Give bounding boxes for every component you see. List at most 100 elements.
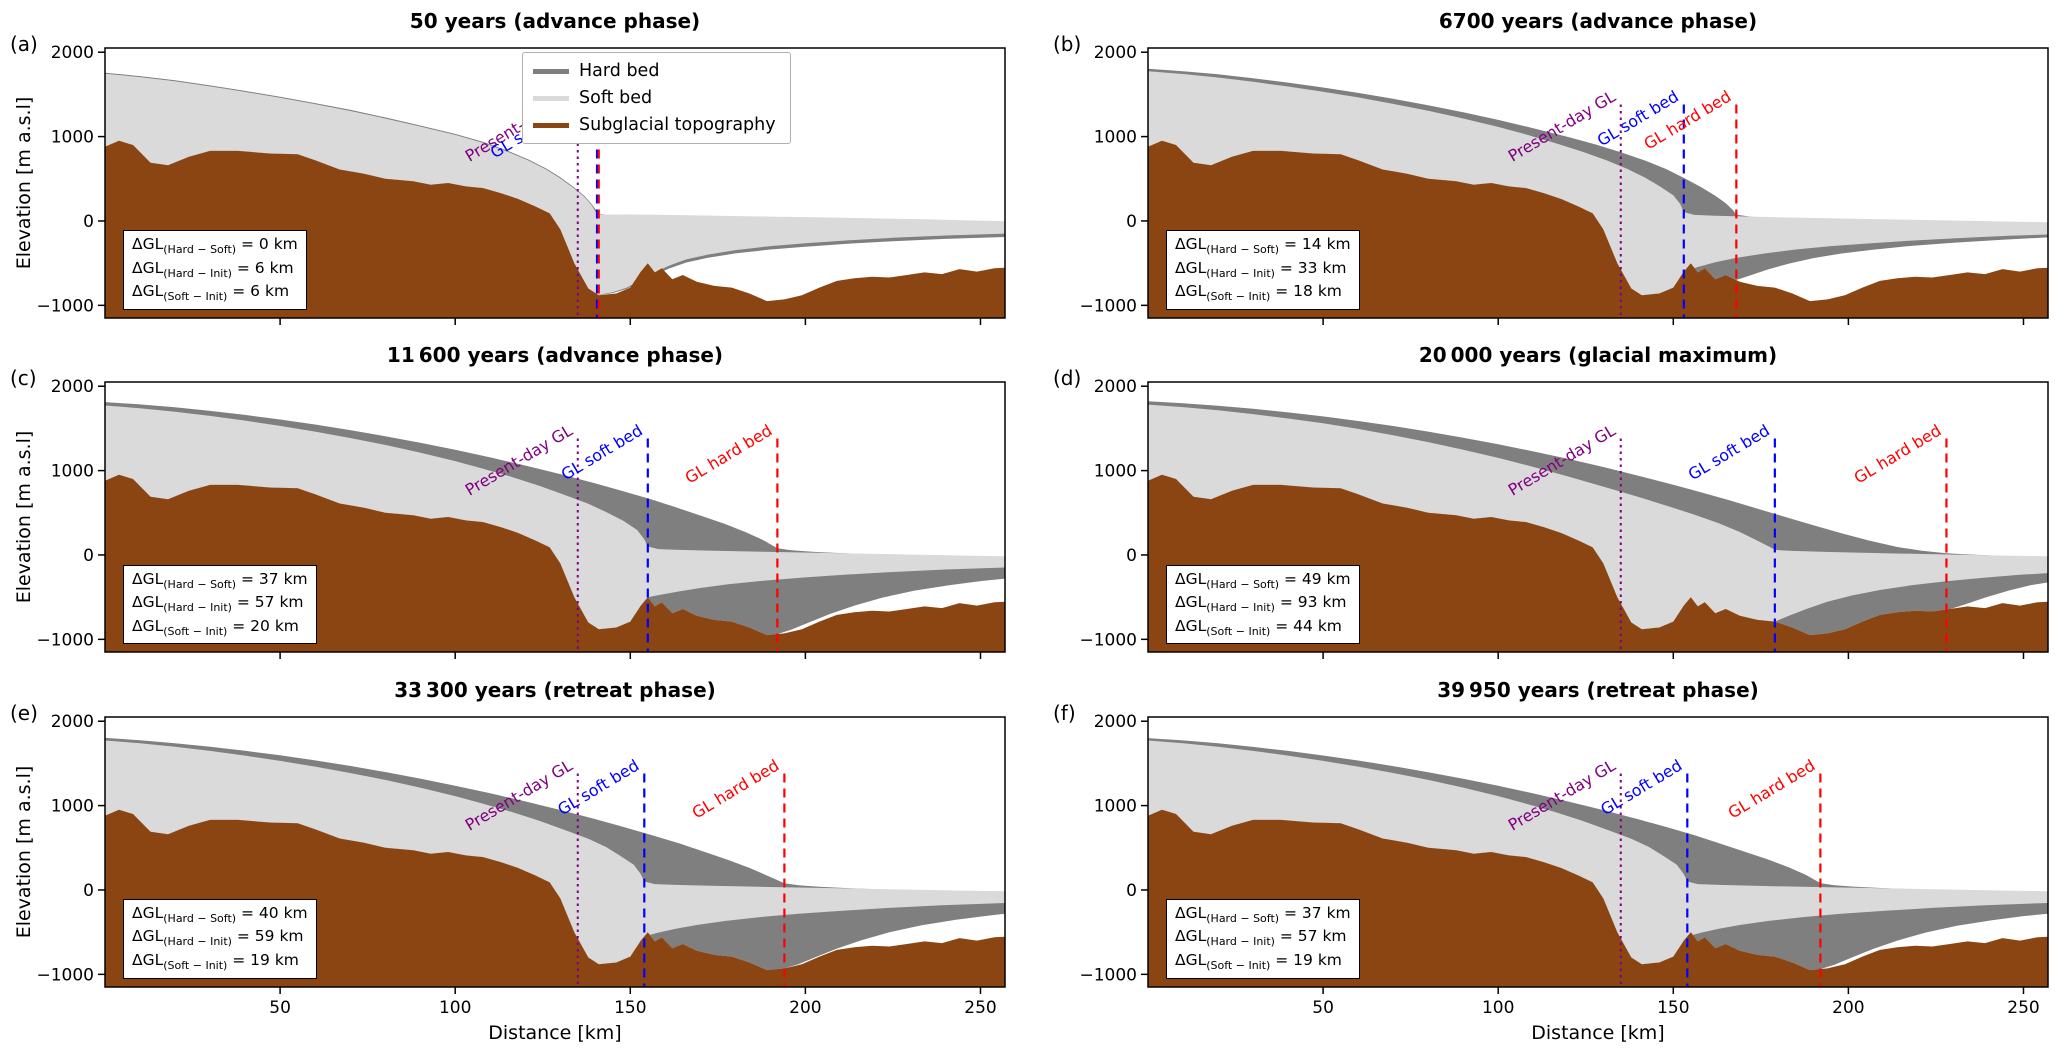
subglacial-topography-area <box>105 140 1005 318</box>
panel-letter: (a) <box>10 32 38 56</box>
x-tick-label: 150 <box>1657 998 1689 1018</box>
soft-bed-ice-area <box>1148 404 2048 630</box>
axes-frame <box>104 381 1006 654</box>
dgl-line: ΔGL(Hard − Init) = 57 km <box>1175 927 1347 949</box>
panel-title: 39 950 years (retreat phase) <box>1437 677 1759 702</box>
gl-hard-bed-label: GL hard bed <box>1851 421 1945 488</box>
axes-frame <box>104 715 1006 988</box>
legend-item-hard-bed: Hard bed <box>533 61 776 81</box>
x-tick-label: 100 <box>1482 998 1514 1018</box>
panel-title: 33 300 years (retreat phase) <box>394 677 716 702</box>
soft-bed-ice-area <box>105 740 1005 964</box>
subglacial-topography-area <box>1148 140 2048 318</box>
y-tick-label: −1000 <box>1079 631 1137 651</box>
x-tick-label: 200 <box>789 998 821 1018</box>
y-tick-label: 2000 <box>1094 712 1137 732</box>
x-tick-label: 250 <box>964 998 996 1018</box>
dgl-line: ΔGL(Hard − Soft) = 37 km <box>1175 903 1351 925</box>
y-tick-label: 2000 <box>51 712 94 732</box>
soft-bed-ice-area <box>105 73 1005 296</box>
panel-letter: (b) <box>1053 32 1082 56</box>
panel-title: 20 000 years (glacial maximum) <box>1418 343 1778 368</box>
y-tick-label: 0 <box>1126 881 1137 901</box>
subglacial-topography-area <box>1148 475 2048 653</box>
dgl-line: ΔGL(Hard − Soft) = 0 km <box>132 235 298 257</box>
dgl-annotation: ΔGL(Hard − Soft) = 49 km ΔGL(Hard − Init)… <box>1166 564 1360 645</box>
x-tick-label: 100 <box>439 998 471 1018</box>
panel-b: (b) 6700 years (advance phase) −1000 0 100… <box>1053 6 2060 330</box>
dgl-line: ΔGL(Hard − Soft) = 49 km <box>1175 569 1351 591</box>
axes-frame <box>104 47 1006 319</box>
dgl-line: ΔGL(Hard − Soft) = 37 km <box>132 569 308 591</box>
y-tick-label: −1000 <box>1079 965 1137 985</box>
y-tick-label: 2000 <box>51 43 94 63</box>
legend: Hard bed Soft bed Subglacial topography <box>522 52 791 144</box>
dgl-annotation: ΔGL(Hard − Soft) = 40 km ΔGL(Hard − Init)… <box>123 898 317 979</box>
subglacial-topography-area <box>1148 809 2048 987</box>
dgl-line: ΔGL(Hard − Init) = 93 km <box>1175 593 1347 615</box>
legend-label: Soft bed <box>579 88 653 108</box>
y-axis-label: Elevation [m a.s.l] <box>13 431 35 604</box>
x-axis-label: Distance [km] <box>1531 1022 1664 1044</box>
subglacial-topography-area <box>105 475 1005 653</box>
y-tick-label: −1000 <box>36 631 94 651</box>
y-tick-label: 1000 <box>51 796 94 816</box>
x-tick-label: 50 <box>269 998 291 1018</box>
subglacial-topography-area <box>105 809 1005 987</box>
y-tick-label: 2000 <box>1094 43 1137 63</box>
x-tick-label: 200 <box>1832 998 1864 1018</box>
soft-bed-swatch <box>533 95 569 101</box>
y-tick-label: −1000 <box>36 296 94 316</box>
panel-f: (f) 39 950 years (retreat phase) −1000 0 1… <box>1053 675 2060 1053</box>
y-tick-label: 0 <box>83 212 94 232</box>
y-tick-label: 1000 <box>51 128 94 148</box>
dgl-line: ΔGL(Soft − Init) = 18 km <box>1175 282 1342 304</box>
dgl-line: ΔGL(Hard − Soft) = 40 km <box>132 903 308 925</box>
dgl-line: ΔGL(Hard − Init) = 6 km <box>132 258 294 280</box>
panel-title: 11 600 years (advance phase) <box>386 343 724 368</box>
gl-hard-bed-label: GL hard bed <box>689 755 783 822</box>
x-tick-label: 150 <box>614 998 646 1018</box>
legend-item-subglacial-topography: Subglacial topography <box>533 115 776 135</box>
dgl-line: ΔGL(Soft − Init) = 19 km <box>1175 951 1342 973</box>
panel-title: 50 years (advance phase) <box>409 9 701 33</box>
soft-bed-ice-area <box>1148 740 2048 964</box>
gl-hard-bed-label: GL hard bed <box>1725 755 1819 822</box>
y-tick-label: 1000 <box>1094 128 1137 148</box>
y-tick-label: 0 <box>1126 546 1137 566</box>
dgl-line: ΔGL(Hard − Soft) = 14 km <box>1175 235 1351 257</box>
dgl-line: ΔGL(Soft − Init) = 19 km <box>132 951 299 973</box>
y-tick-label: 2000 <box>51 378 94 398</box>
y-tick-label: 0 <box>83 881 94 901</box>
panel-letter: (d) <box>1053 366 1082 391</box>
dgl-annotation: ΔGL(Hard − Soft) = 0 km ΔGL(Hard − Init) … <box>123 230 307 310</box>
panel-title: 6700 years (advance phase) <box>1438 9 1758 33</box>
plot-area: −1000 0 1000 2000 50 100 150 200 250 Present-day … <box>10 705 1017 1049</box>
gl-hard-bed-label: GL hard bed <box>682 421 776 488</box>
x-tick-label: 250 <box>2007 998 2039 1018</box>
dgl-line: ΔGL(Hard − Init) = 33 km <box>1175 258 1347 280</box>
legend-item-soft-bed: Soft bed <box>533 88 776 108</box>
dgl-line: ΔGL(Soft − Init) = 44 km <box>1175 616 1342 638</box>
hard-bed-swatch <box>533 68 569 74</box>
y-tick-label: 0 <box>1126 212 1137 232</box>
dgl-annotation: ΔGL(Hard − Soft) = 14 km ΔGL(Hard − Init)… <box>1166 230 1360 310</box>
legend-label: Subglacial topography <box>579 115 776 135</box>
dgl-annotation: ΔGL(Hard − Soft) = 37 km ΔGL(Hard − Init)… <box>123 564 317 645</box>
soft-bed-ice-area <box>1148 71 2048 296</box>
y-tick-label: 2000 <box>1094 378 1137 398</box>
y-tick-label: 0 <box>83 546 94 566</box>
y-tick-label: 1000 <box>51 462 94 482</box>
dgl-line: ΔGL(Soft − Init) = 20 km <box>132 616 299 638</box>
dgl-line: ΔGL(Soft − Init) = 6 km <box>132 282 290 304</box>
panel-e: (e) 33 300 years (retreat phase) −1000 0 1… <box>10 675 1017 1053</box>
y-tick-label: 1000 <box>1094 796 1137 816</box>
